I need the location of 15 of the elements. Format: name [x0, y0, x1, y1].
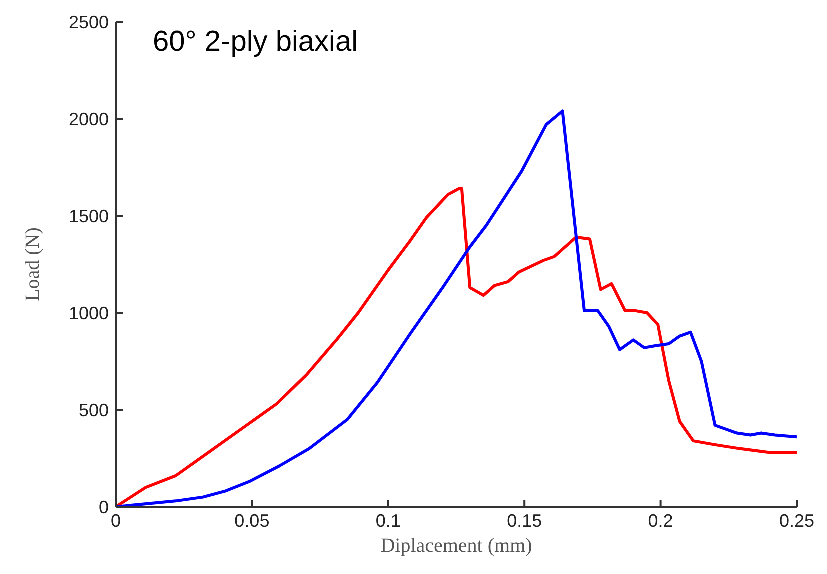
chart-title: 60° 2-ply biaxial	[153, 26, 358, 59]
x-tick-label: 0	[110, 510, 122, 531]
x-tick-label: 0.15	[507, 510, 542, 531]
y-tick-label: 2000	[68, 109, 109, 130]
x-axis-title: Diplacement (mm)	[380, 535, 532, 557]
x-tick-label: 0.1	[376, 510, 401, 531]
y-axis-title: Load (N)	[22, 228, 44, 302]
x-tick-label: 0.05	[234, 510, 270, 531]
y-tick-label: 500	[78, 400, 109, 420]
y-tick-label: 0	[98, 497, 109, 518]
x-tick-label: 0.25	[779, 510, 815, 531]
y-tick-label: 1500	[68, 206, 109, 226]
x-tick-label: 0.2	[648, 510, 674, 531]
y-tick-label: 2500	[68, 12, 109, 32]
y-tick-label: 1000	[68, 303, 109, 324]
